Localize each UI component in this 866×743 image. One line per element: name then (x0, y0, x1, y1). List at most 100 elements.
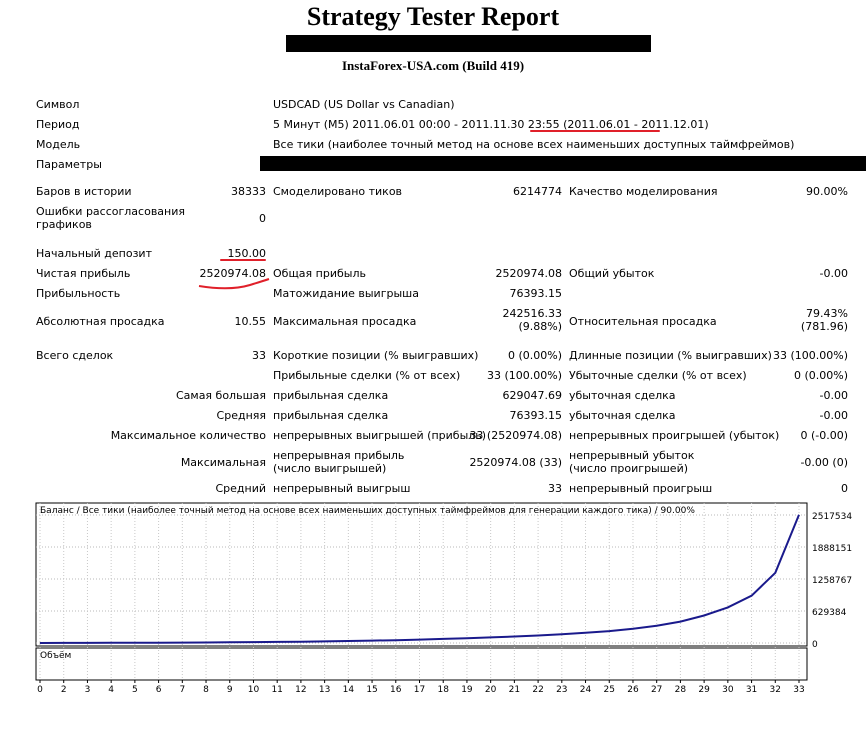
x-tick-label: 23 (556, 685, 567, 695)
profit-factor-label: Прибыльность (36, 287, 121, 300)
x-tick-label: 32 (770, 685, 781, 695)
x-tick-label: 20 (485, 685, 497, 695)
report-title: Strategy Tester Report (306, 2, 560, 31)
y-tick-label: 1258767 (812, 576, 852, 586)
x-tick-label: 24 (580, 685, 592, 695)
short-value: 0 (0.00%) (507, 349, 562, 362)
chart-frame (35, 502, 808, 647)
avg-cons-wins-label: непрерывный выигрыш (273, 482, 411, 495)
volume-label: Объём (40, 651, 72, 661)
x-tick-label: 21 (509, 685, 520, 695)
mismatch-label: Ошибки рассогласования графиков (36, 205, 186, 231)
x-tick-label: 14 (343, 685, 355, 695)
max-cons-loss-value: -0.00 (0) (800, 456, 848, 469)
max-cons-losses-label: непрерывных проигрышей (убыток) (569, 429, 780, 442)
gross-profit-label: Общая прибыль (273, 267, 366, 280)
x-tick-label: 27 (651, 685, 662, 695)
volume-frame (35, 647, 808, 681)
rel-dd-value-1: 79.43% (806, 307, 848, 320)
largest-label: Самая большая (175, 389, 266, 402)
redacted-bar (286, 35, 651, 52)
quality-value: 90.00% (806, 185, 848, 198)
x-tick-label: 3 (85, 685, 91, 695)
red-underline-net-profit (198, 278, 270, 290)
net-profit-label: Чистая прибыль (36, 267, 131, 280)
period-value: 5 Минут (M5) 2011.06.01 00:00 - 2011.11.… (273, 118, 709, 131)
expected-payoff-value: 76393.15 (509, 287, 563, 300)
abs-dd-label: Абсолютная просадка (36, 315, 165, 328)
model-value: Все тики (наиболее точный метод на основ… (273, 138, 795, 151)
x-tick-label: 5 (132, 685, 138, 695)
x-tick-label: 9 (227, 685, 233, 695)
rel-dd-label: Относительная просадка (569, 315, 717, 328)
ticks-value: 6214774 (513, 185, 562, 198)
params-redacted (260, 156, 866, 171)
average-loss-value: -0.00 (819, 409, 848, 422)
period-range: (2011.06.01 - 2011.12.01) (563, 118, 709, 131)
short-label: Короткие позиции (% выигравших) (273, 349, 479, 362)
x-tick-label: 15 (366, 685, 377, 695)
x-tick-label: 6 (156, 685, 162, 695)
x-tick-label: 18 (437, 685, 449, 695)
y-tick-label: 2517534 (812, 512, 852, 522)
params-label: Параметры (36, 158, 102, 171)
x-tick-label: 12 (295, 685, 306, 695)
gross-loss-value: -0.00 (819, 267, 848, 280)
period-label: Период (36, 118, 80, 131)
total-trades-label: Всего сделок (36, 349, 114, 362)
x-tick-label: 17 (414, 685, 425, 695)
x-tick-label: 30 (722, 685, 734, 695)
red-underline-period (530, 130, 660, 132)
red-underline-deposit (220, 259, 266, 261)
x-tick-label: 4 (108, 685, 114, 695)
max-count-label: Максимальное количество (110, 429, 266, 442)
total-trades-value: 33 (252, 349, 266, 362)
average-profit-value: 76393.15 (509, 409, 563, 422)
x-tick-label: 2 (61, 685, 67, 695)
profit-trades-label: Прибыльные сделки (% от всех) (273, 369, 461, 382)
loss-trades-label: Убыточные сделки (% от всех) (569, 369, 747, 382)
profit-trades-value: 33 (100.00%) (486, 369, 562, 382)
x-tick-label: 8 (203, 685, 209, 695)
long-value: 33 (100.00%) (772, 349, 848, 362)
broker-build: InstaForex-USA.com (Build 419) (341, 58, 525, 73)
abs-dd-value: 10.55 (234, 315, 267, 328)
gross-profit-value: 2520974.08 (495, 267, 562, 280)
y-tick-label: 1888151 (812, 544, 852, 554)
largest-profit-label: прибыльная сделка (273, 389, 389, 402)
x-tick-label: 0 (37, 685, 43, 695)
rel-dd-value-2: (781.96) (800, 320, 848, 333)
expected-payoff-label: Матожидание выигрыша (273, 287, 419, 300)
symbol-value: USDCAD (US Dollar vs Canadian) (273, 98, 455, 111)
symbol-label: Символ (36, 98, 80, 111)
average-label: Средняя (216, 409, 266, 422)
model-label: Модель (36, 138, 81, 151)
x-tick-label: 33 (793, 685, 804, 695)
chart-title: Баланс / Все тики (наиболее точный метод… (40, 506, 695, 516)
x-tick-label: 29 (698, 685, 710, 695)
x-tick-label: 25 (604, 685, 615, 695)
max-cons-wins-value: 33 (2520974.08) (469, 429, 562, 442)
x-tick-label: 11 (271, 685, 282, 695)
net-profit-value: 2520974.08 (199, 267, 266, 280)
deposit-label: Начальный депозит (36, 247, 152, 260)
x-tick-label: 31 (746, 685, 757, 695)
x-tick-label: 16 (390, 685, 402, 695)
ticks-label: Смоделировано тиков (273, 185, 403, 198)
loss-trades-value: 0 (0.00%) (793, 369, 848, 382)
x-tick-label: 10 (248, 685, 260, 695)
quality-label: Качество моделирования (569, 185, 718, 198)
max-cons-losses-value: 0 (-0.00) (800, 429, 848, 442)
max-cons-profit-value: 2520974.08 (33) (469, 456, 562, 469)
max-dd-value-1: 242516.33 (502, 307, 563, 320)
average-profit-label: прибыльная сделка (273, 409, 389, 422)
x-tick-label: 19 (461, 685, 473, 695)
max-cons-wins-label: непрерывных выигрышей (прибыль) (273, 429, 487, 442)
x-tick-label: 26 (627, 685, 639, 695)
avg-cons-wins-value: 33 (548, 482, 562, 495)
gross-loss-label: Общий убыток (569, 267, 655, 280)
max-dd-value-2: (9.88%) (518, 320, 562, 333)
y-tick-label: 0 (812, 640, 818, 650)
avg-cons-label: Средний (215, 482, 266, 495)
